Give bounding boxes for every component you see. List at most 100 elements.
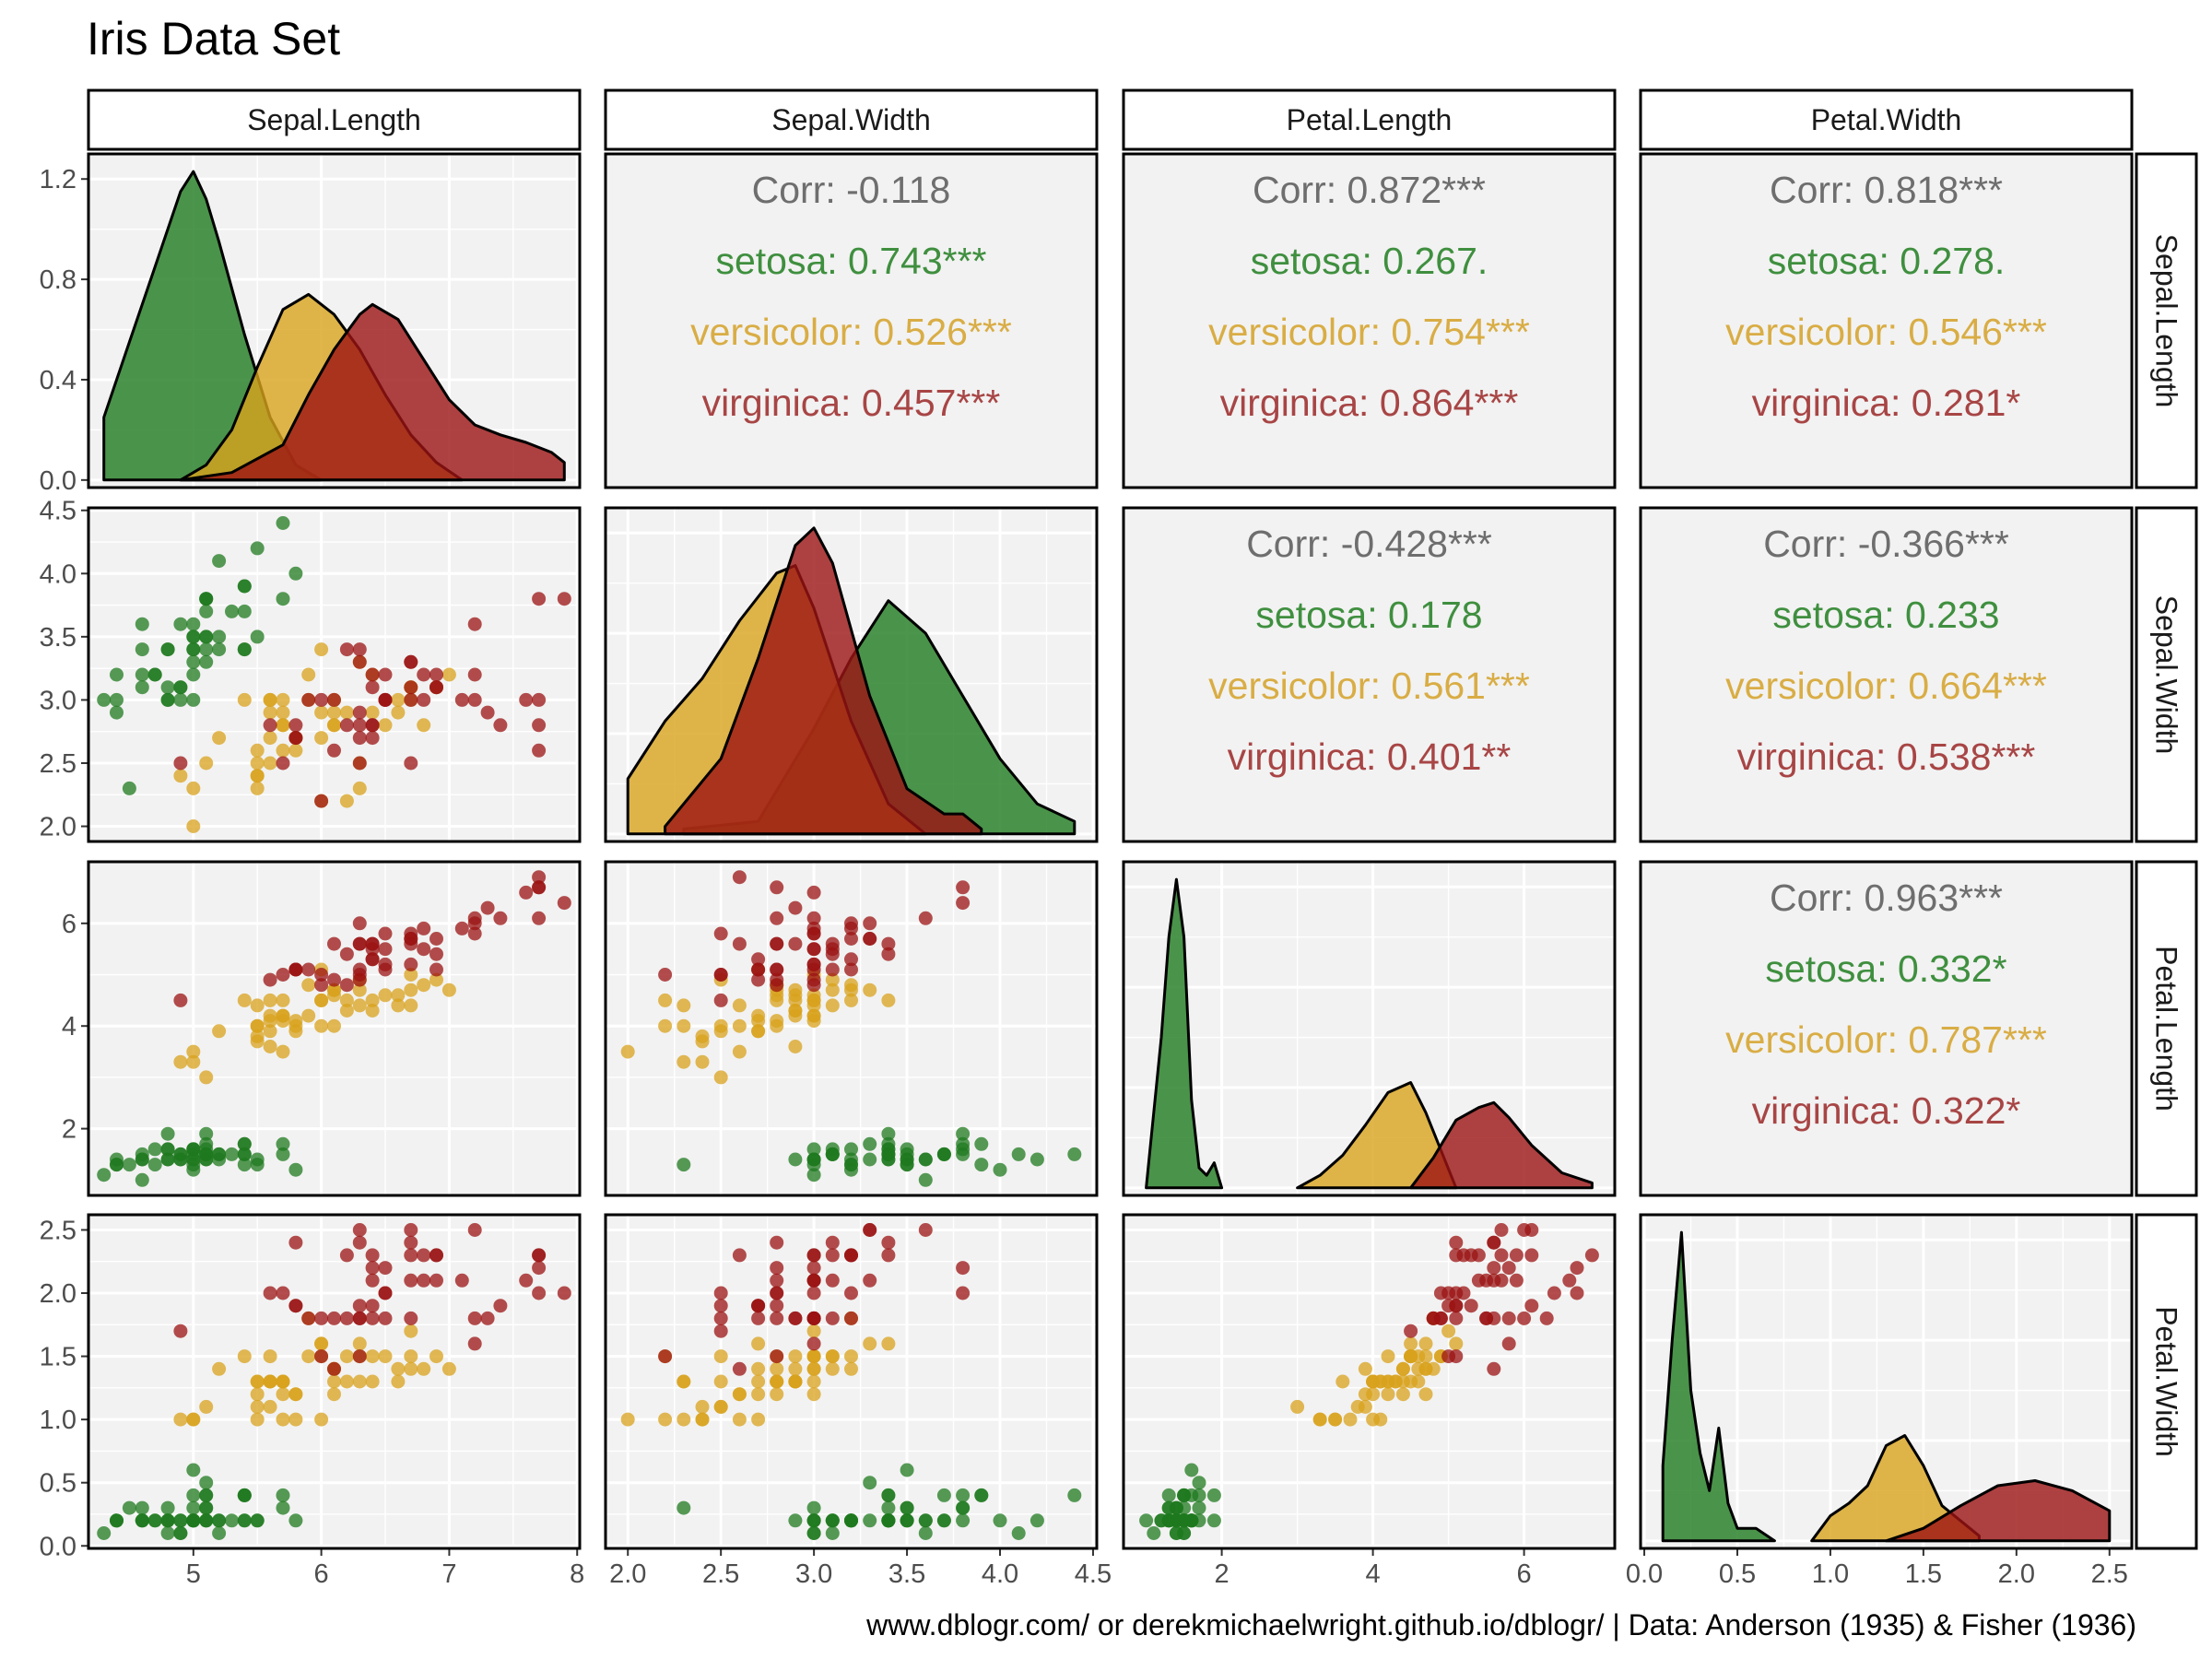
y-tick-label: 0.4	[40, 366, 76, 395]
point-setosa	[844, 1142, 858, 1157]
point-versicolor	[352, 781, 367, 795]
point-virginica	[1449, 1235, 1464, 1250]
point-virginica	[378, 1261, 393, 1276]
panel-petal-width-vs-sepal-length: 0.0 0.5 1.0 1.5 2.0 2.5 5 6 7 8	[40, 1213, 584, 1589]
point-setosa	[186, 1142, 201, 1157]
point-virginica	[863, 916, 877, 931]
point-versicolor	[276, 1412, 290, 1427]
point-virginica	[751, 1299, 766, 1313]
point-virginica	[429, 1273, 443, 1288]
point-versicolor	[751, 1336, 766, 1351]
point-virginica	[806, 885, 821, 900]
point-versicolor	[263, 993, 277, 1007]
point-setosa	[974, 1136, 989, 1151]
panel-background	[1641, 508, 2132, 841]
point-virginica	[404, 680, 418, 695]
point-virginica	[404, 756, 418, 771]
point-setosa	[918, 1526, 933, 1540]
point-setosa	[806, 1500, 821, 1515]
point-virginica	[288, 718, 303, 733]
point-setosa	[276, 1147, 290, 1161]
point-virginica	[532, 1248, 547, 1263]
point-setosa	[110, 692, 124, 707]
point-versicolor	[378, 988, 393, 1003]
panel-border	[1122, 1213, 1617, 1550]
point-versicolor	[173, 1412, 188, 1427]
panel-petal-length-vs-sepal-width	[604, 860, 1099, 1197]
point-versicolor	[250, 1018, 265, 1033]
point-virginica	[881, 1248, 896, 1263]
point-versicolor	[314, 1336, 329, 1351]
point-virginica	[732, 870, 747, 885]
point-virginica	[404, 1235, 418, 1250]
point-setosa	[825, 1147, 840, 1161]
point-setosa	[881, 1147, 896, 1161]
x-tick-label: 0.5	[1719, 1559, 1756, 1589]
strip-label-row-sepal-width: Sepal.Width	[2150, 595, 2183, 755]
point-versicolor	[677, 998, 691, 1013]
point-virginica	[1487, 1361, 1501, 1376]
point-virginica	[770, 1311, 784, 1325]
point-versicolor	[276, 705, 290, 720]
point-virginica	[454, 692, 469, 707]
point-virginica	[493, 911, 508, 925]
panel-background	[88, 508, 580, 841]
point-versicolor	[186, 819, 201, 833]
point-versicolor	[806, 988, 821, 1003]
point-setosa	[250, 1158, 265, 1172]
point-versicolor	[276, 1387, 290, 1402]
point-setosa	[881, 1126, 896, 1141]
point-virginica	[1570, 1261, 1584, 1276]
point-setosa	[1139, 1513, 1154, 1528]
point-virginica	[1471, 1248, 1486, 1263]
point-versicolor	[263, 705, 277, 720]
point-versicolor	[352, 1374, 367, 1389]
point-setosa	[135, 617, 149, 631]
panel-background	[1641, 862, 2132, 1195]
point-virginica	[1426, 1311, 1441, 1325]
panel-petal-length-vs-petal-width: Corr: 0.963*** setosa: 0.332* versicolor: …	[1639, 860, 2134, 1197]
point-virginica	[288, 1299, 303, 1313]
point-setosa	[974, 1488, 989, 1502]
point-versicolor	[263, 1374, 277, 1389]
point-setosa	[788, 1513, 803, 1528]
point-setosa	[237, 1488, 252, 1502]
point-setosa	[276, 592, 290, 606]
x-tick-label: 8	[570, 1559, 584, 1589]
point-virginica	[352, 1349, 367, 1364]
point-virginica	[493, 718, 508, 733]
point-versicolor	[327, 718, 341, 733]
point-versicolor	[263, 1040, 277, 1053]
point-versicolor	[788, 993, 803, 1007]
point-versicolor	[250, 781, 265, 795]
point-virginica	[276, 968, 290, 982]
panel-border	[87, 860, 582, 1197]
point-setosa	[110, 667, 124, 682]
point-versicolor	[250, 1374, 265, 1389]
point-versicolor	[173, 1054, 188, 1069]
point-virginica	[1464, 1299, 1478, 1313]
y-tick-label: 4.0	[40, 559, 76, 589]
point-setosa	[1206, 1513, 1221, 1528]
point-virginica	[1433, 1286, 1448, 1300]
point-versicolor	[770, 1014, 784, 1029]
point-virginica	[493, 1299, 508, 1313]
point-setosa	[956, 1500, 971, 1515]
point-versicolor	[806, 1374, 821, 1389]
corr-virginica-text: virginica: 0.538***	[1737, 735, 2036, 778]
point-virginica	[365, 1248, 380, 1263]
point-versicolor	[620, 1044, 635, 1059]
point-virginica	[352, 1311, 367, 1325]
corr-overall-text: Corr: 0.872***	[1253, 169, 1486, 211]
point-versicolor	[276, 1014, 290, 1029]
point-versicolor	[620, 1412, 635, 1427]
point-virginica	[467, 926, 482, 941]
point-versicolor	[301, 667, 316, 682]
point-virginica	[713, 1299, 728, 1313]
point-versicolor	[1358, 1361, 1372, 1376]
point-virginica	[1494, 1248, 1509, 1263]
point-virginica	[352, 718, 367, 733]
point-setosa	[147, 1142, 162, 1157]
point-versicolor	[695, 1399, 710, 1414]
